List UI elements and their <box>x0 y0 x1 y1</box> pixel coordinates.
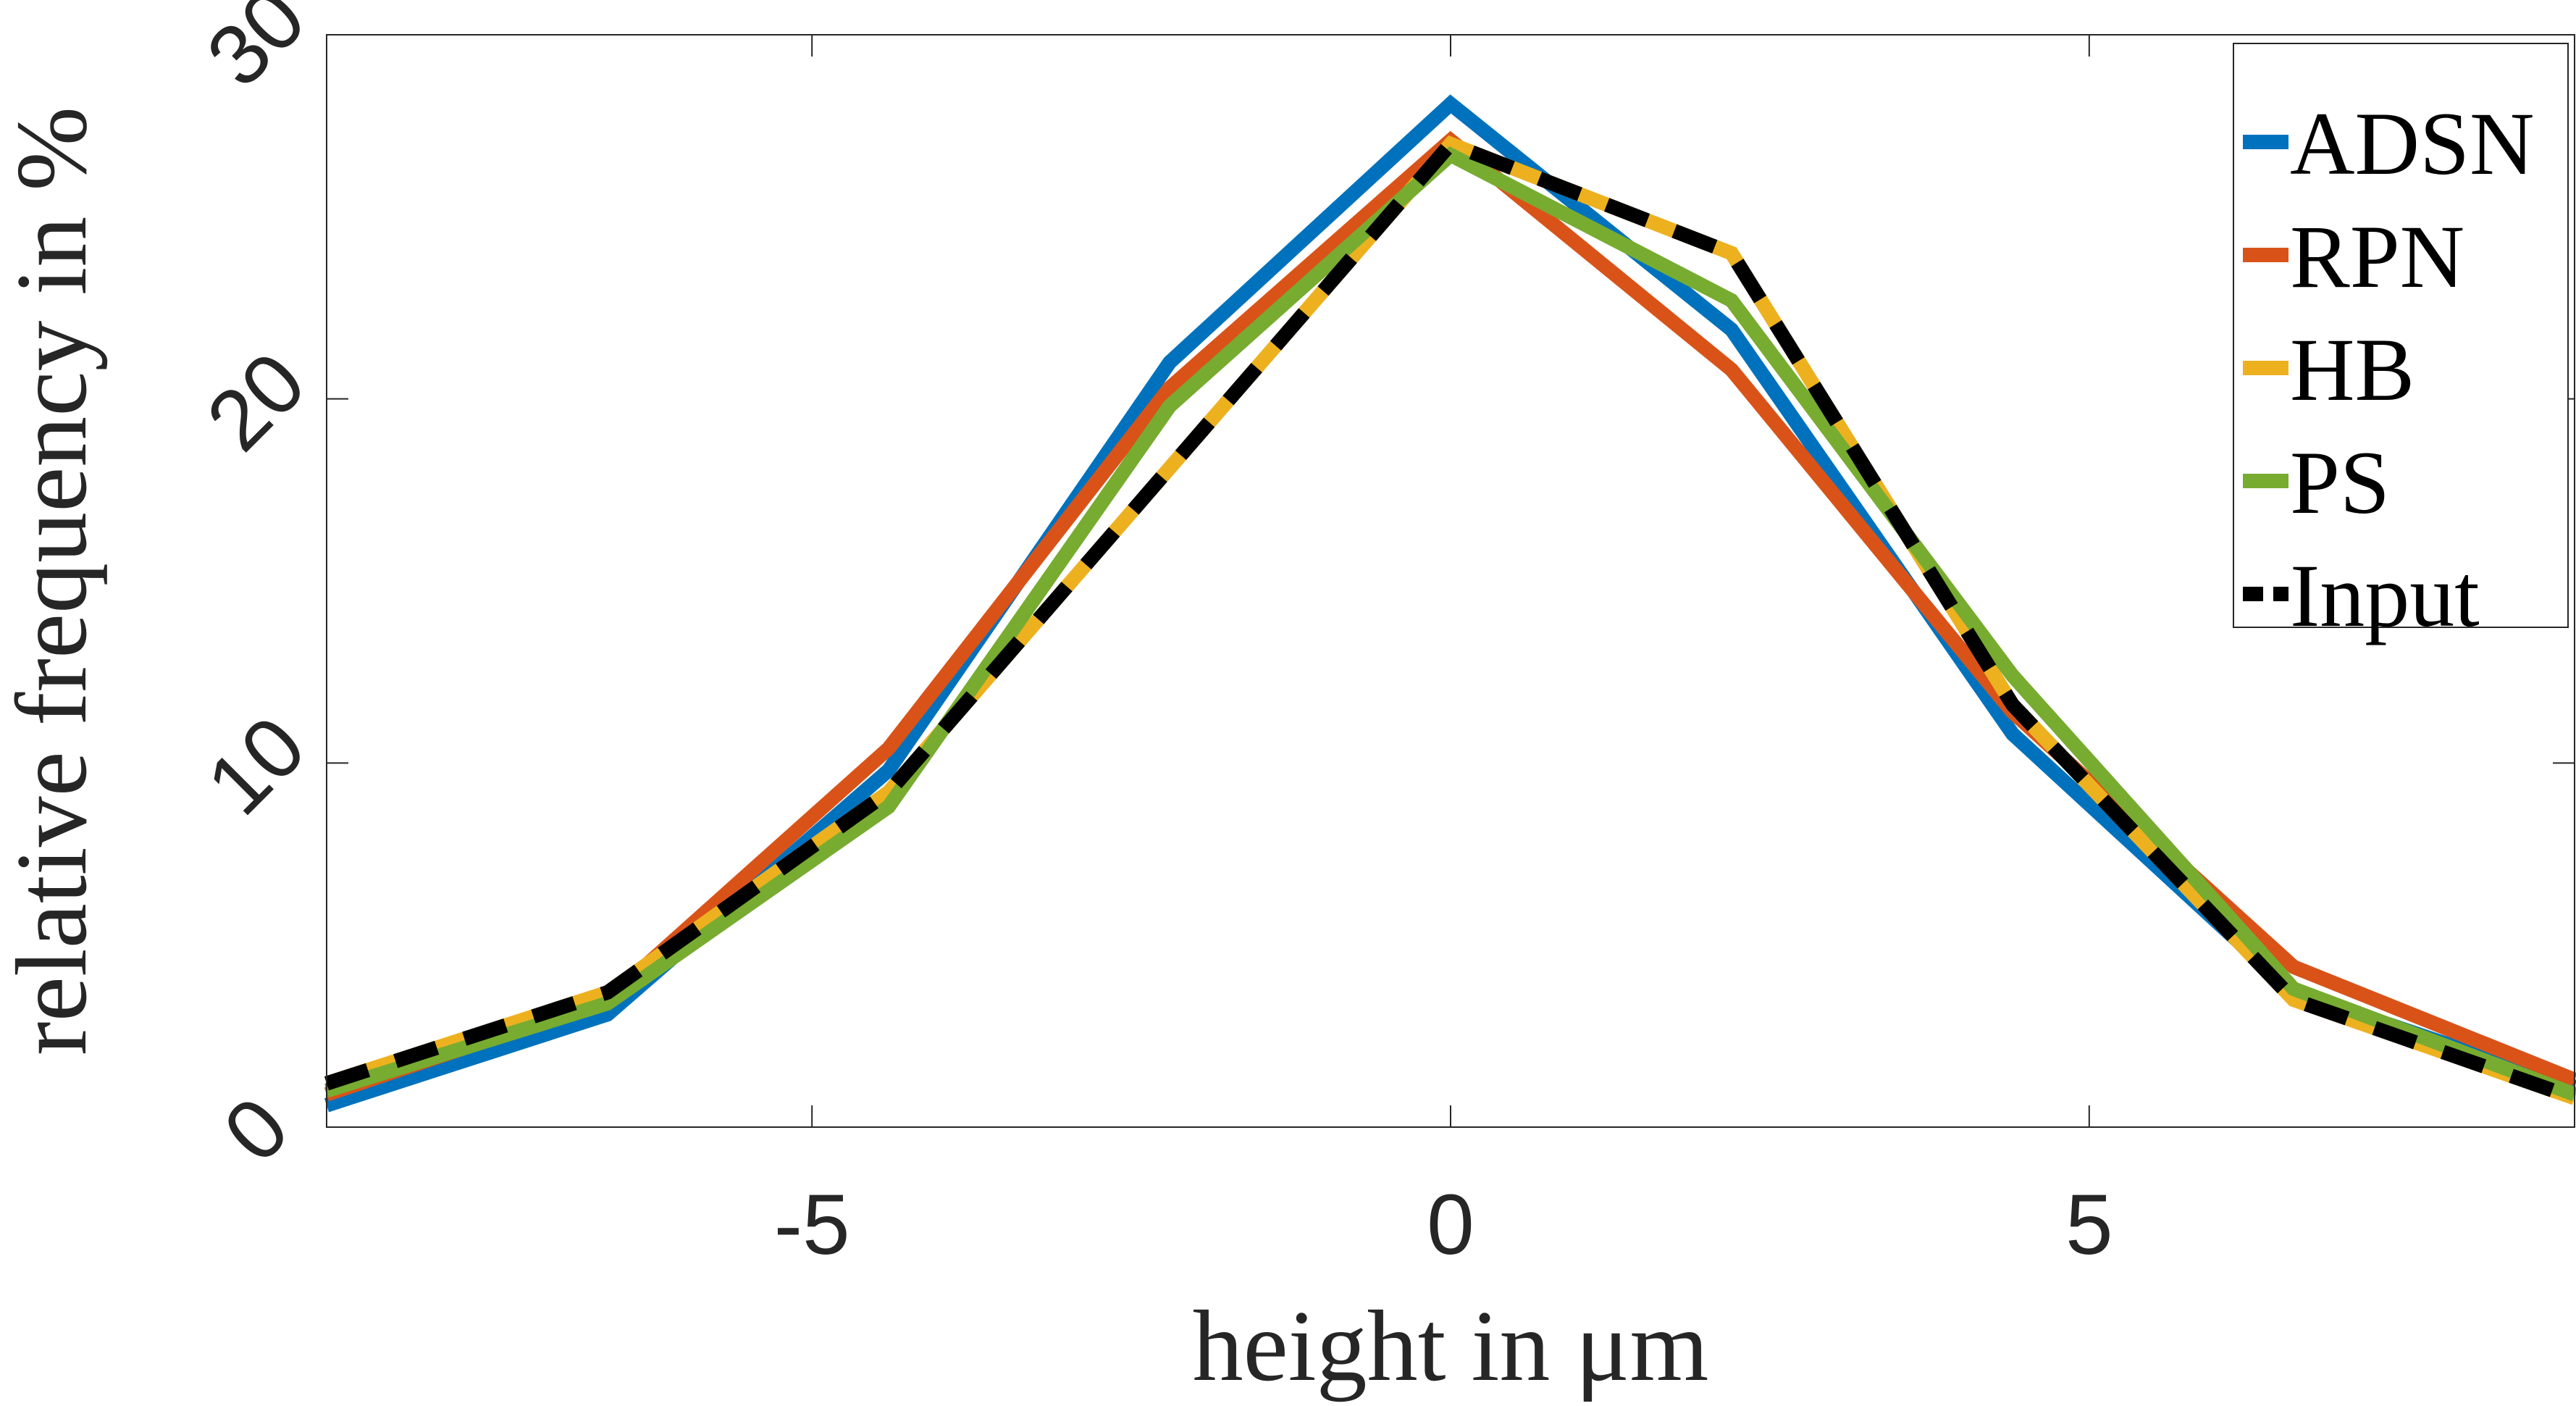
series-line-hb <box>324 135 2576 1105</box>
legend-box <box>2233 43 2569 628</box>
legend: ADSN RPN HB PS Input <box>2233 43 2569 645</box>
y-tick-label: 30 <box>189 0 324 105</box>
x-tick-label: 0 <box>1427 1177 1474 1273</box>
series-lines <box>324 94 2576 1113</box>
legend-label-input: Input <box>2290 546 2480 645</box>
legend-label-hb: HB <box>2290 320 2415 419</box>
legend-label-adsn: ADSN <box>2290 94 2535 193</box>
x-tick-label: 5 <box>2065 1177 2113 1273</box>
y-tick-label: 20 <box>189 334 324 469</box>
legend-label-ps: PS <box>2290 433 2390 532</box>
x-tick-label: -5 <box>774 1177 850 1273</box>
plot-area-frame <box>326 34 2575 1128</box>
y-tick-label: 0 <box>206 1079 307 1181</box>
x-axis-label: height in μm <box>1193 1290 1709 1402</box>
axis-ticks: -5 0 5 0 10 20 30 <box>189 0 2575 1273</box>
legend-label-rpn: RPN <box>2290 207 2464 306</box>
y-axis-label: relative frequency in % <box>0 106 108 1055</box>
y-tick-label: 10 <box>189 698 324 833</box>
